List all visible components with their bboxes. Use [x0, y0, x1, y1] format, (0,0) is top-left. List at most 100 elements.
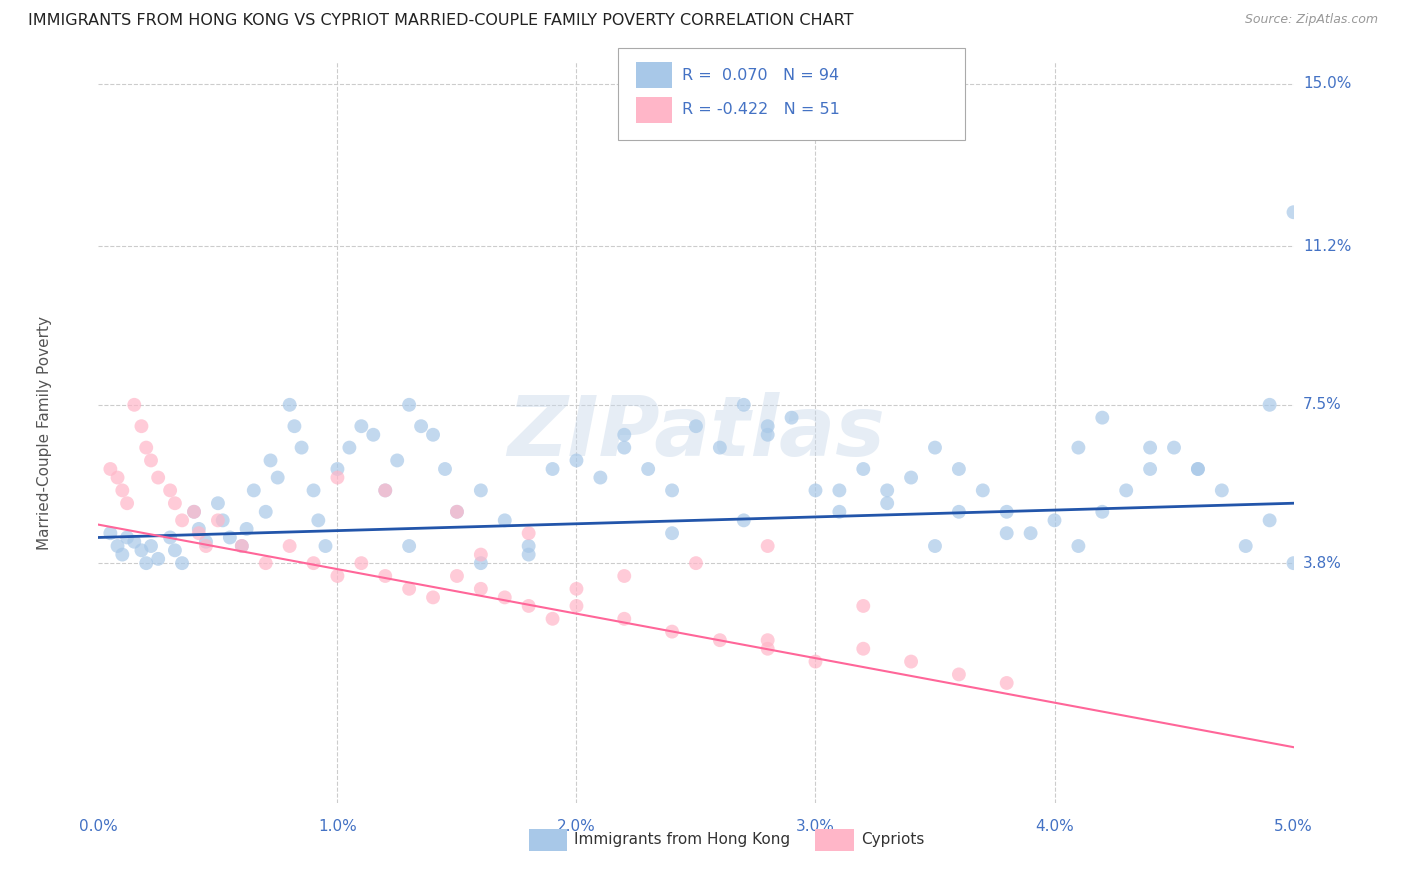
- Point: [494, 591, 516, 605]
- Point: [139, 539, 162, 553]
- Point: [1115, 483, 1137, 498]
- Point: [398, 539, 420, 553]
- Point: [326, 470, 349, 484]
- Point: [235, 522, 257, 536]
- Point: [470, 548, 492, 562]
- Bar: [815, 829, 853, 851]
- Point: [470, 483, 492, 498]
- Point: [302, 483, 325, 498]
- Point: [243, 483, 266, 498]
- Point: [302, 556, 325, 570]
- Point: [756, 427, 779, 442]
- Point: [685, 419, 707, 434]
- Point: [900, 470, 922, 484]
- Point: [139, 453, 162, 467]
- Point: [756, 641, 779, 656]
- Point: [1282, 205, 1305, 219]
- Point: [159, 531, 181, 545]
- Point: [291, 441, 314, 455]
- Point: [924, 441, 946, 455]
- Point: [187, 526, 209, 541]
- Point: [207, 496, 229, 510]
- FancyBboxPatch shape: [619, 47, 965, 140]
- Point: [828, 483, 851, 498]
- Bar: [529, 829, 567, 851]
- Point: [115, 531, 138, 545]
- Text: ZIPatlas: ZIPatlas: [508, 392, 884, 473]
- Point: [111, 548, 134, 562]
- Point: [207, 513, 229, 527]
- Point: [852, 641, 875, 656]
- Point: [1019, 526, 1042, 541]
- Point: [733, 513, 755, 527]
- Point: [852, 462, 875, 476]
- Point: [470, 556, 492, 570]
- Point: [541, 612, 564, 626]
- Point: [259, 453, 281, 467]
- Text: Cypriots: Cypriots: [860, 832, 924, 847]
- Point: [1258, 513, 1281, 527]
- Point: [541, 462, 564, 476]
- Point: [219, 531, 242, 545]
- Point: [1234, 539, 1257, 553]
- Point: [385, 453, 409, 467]
- Text: 11.2%: 11.2%: [1303, 239, 1351, 254]
- Text: R =  0.070   N = 94: R = 0.070 N = 94: [682, 68, 839, 83]
- Point: [278, 398, 301, 412]
- Point: [422, 427, 444, 442]
- Point: [900, 655, 922, 669]
- Text: 3.0%: 3.0%: [796, 819, 835, 834]
- Point: [1187, 462, 1209, 476]
- Point: [135, 441, 157, 455]
- Point: [995, 505, 1018, 519]
- Point: [398, 582, 420, 596]
- Text: 3.8%: 3.8%: [1303, 556, 1341, 571]
- Point: [948, 505, 970, 519]
- Point: [924, 539, 946, 553]
- Point: [183, 505, 205, 519]
- Point: [709, 441, 731, 455]
- Point: [339, 441, 361, 455]
- Point: [195, 539, 218, 553]
- Point: [661, 483, 683, 498]
- Point: [494, 513, 516, 527]
- Point: [124, 398, 146, 412]
- Point: [254, 556, 277, 570]
- Text: 2.0%: 2.0%: [557, 819, 596, 834]
- Point: [517, 539, 540, 553]
- Point: [613, 612, 636, 626]
- Point: [148, 552, 170, 566]
- Point: [115, 496, 138, 510]
- Point: [470, 582, 492, 596]
- Point: [1282, 556, 1305, 570]
- Point: [278, 539, 301, 553]
- Point: [374, 483, 396, 498]
- Point: [107, 539, 129, 553]
- Point: [1163, 441, 1185, 455]
- Point: [172, 556, 194, 570]
- Point: [107, 470, 129, 484]
- Point: [411, 419, 433, 434]
- Point: [159, 483, 181, 498]
- Point: [326, 569, 349, 583]
- Point: [163, 543, 186, 558]
- Point: [363, 427, 385, 442]
- Point: [685, 556, 707, 570]
- Point: [852, 599, 875, 613]
- Point: [948, 462, 970, 476]
- Point: [1067, 441, 1090, 455]
- Point: [756, 419, 779, 434]
- Point: [111, 483, 134, 498]
- Point: [211, 513, 233, 527]
- Bar: [637, 62, 672, 88]
- Text: Source: ZipAtlas.com: Source: ZipAtlas.com: [1244, 13, 1378, 27]
- Text: R = -0.422   N = 51: R = -0.422 N = 51: [682, 103, 839, 118]
- Point: [446, 505, 468, 519]
- Point: [1139, 441, 1161, 455]
- Point: [517, 599, 540, 613]
- Point: [1043, 513, 1066, 527]
- Point: [283, 419, 305, 434]
- Point: [637, 462, 659, 476]
- Point: [756, 633, 779, 648]
- Point: [131, 543, 153, 558]
